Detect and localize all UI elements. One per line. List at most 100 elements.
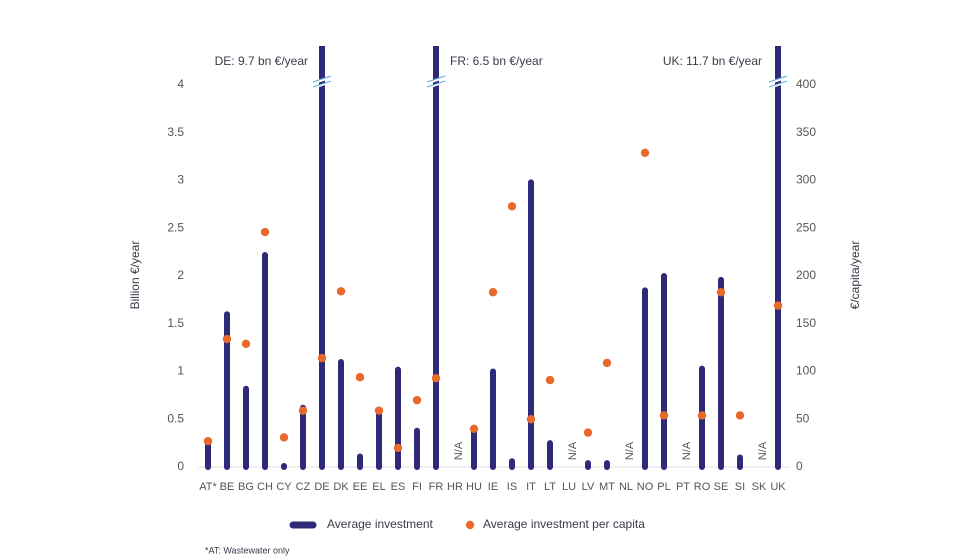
- axis-break: [312, 75, 332, 83]
- point: [355, 373, 365, 382]
- x-tick-label: LT: [544, 481, 556, 493]
- point: [222, 334, 232, 344]
- point: [203, 437, 213, 446]
- plot-area: [205, 46, 781, 470]
- y2-tick-label: 300: [796, 173, 816, 187]
- annotation: DE: 9.7 bn €/year: [215, 54, 308, 68]
- point: [412, 395, 422, 405]
- y2-tick-label: 350: [796, 125, 816, 139]
- na-label: N/A: [567, 441, 579, 460]
- na-label: N/A: [624, 441, 636, 460]
- y2-axis-title: €/capita/year: [848, 241, 862, 310]
- na-label: N/A: [681, 441, 693, 460]
- x-tick-label: IE: [488, 481, 498, 493]
- x-tick-label: FR: [429, 481, 444, 493]
- na-label: N/A: [453, 441, 465, 460]
- x-tick-label: HR: [447, 481, 463, 493]
- x-tick-label: RO: [694, 481, 711, 493]
- point: [393, 443, 403, 453]
- x-tick-label: BE: [220, 481, 235, 493]
- axis-break: [312, 81, 332, 89]
- x-tick-label: UK: [770, 481, 786, 493]
- x-tick-label: EL: [372, 481, 385, 493]
- x-tick-label: SK: [752, 481, 767, 493]
- y-tick-label: 1: [177, 364, 184, 378]
- point: [659, 411, 669, 420]
- point: [545, 375, 555, 385]
- point: [431, 373, 441, 383]
- axis-break: [426, 81, 446, 89]
- point: [507, 202, 517, 211]
- y2-tick-label: 0: [796, 459, 803, 473]
- point: [773, 301, 783, 310]
- y-axis-title: Billion €/year: [128, 241, 142, 310]
- x-tick-label: PT: [676, 481, 690, 493]
- point: [469, 424, 479, 433]
- legend-swatch: [465, 520, 475, 530]
- x-tick-label: BG: [238, 481, 254, 493]
- x-tick-label: EE: [353, 481, 368, 493]
- x-tick-label: CH: [257, 481, 273, 493]
- axis-break: [312, 80, 332, 88]
- y-tick-label: 3.5: [167, 125, 184, 139]
- y-tick-label: 0.5: [167, 411, 184, 425]
- axis-break: [768, 75, 788, 83]
- axis-break: [768, 80, 788, 88]
- point: [298, 406, 308, 415]
- x-tick-label: CY: [276, 481, 292, 493]
- x-tick-label: NL: [619, 481, 633, 493]
- axis-break: [312, 75, 332, 85]
- x-tick-label: MT: [599, 481, 615, 493]
- point: [640, 148, 650, 158]
- x-tick-label: DE: [314, 481, 329, 493]
- x-tick-label: LV: [582, 481, 595, 493]
- annotation: FR: 6.5 bn €/year: [450, 54, 543, 68]
- x-tick-label: LU: [562, 481, 576, 493]
- x-tick-label: DK: [333, 481, 349, 493]
- y2-tick-label: 150: [796, 316, 816, 330]
- axis-break: [768, 81, 788, 89]
- x-tick-label: AT*: [199, 481, 217, 493]
- x-tick-label: SI: [735, 481, 745, 493]
- x-tick-label: NO: [637, 481, 654, 493]
- point: [260, 227, 270, 237]
- x-tick-label: ES: [391, 481, 406, 493]
- x-tick-label: SE: [714, 481, 729, 493]
- y-tick-label: 1.5: [167, 316, 184, 330]
- y-tick-label: 2: [177, 268, 184, 282]
- point: [602, 358, 612, 368]
- point: [317, 353, 327, 363]
- y-tick-label: 3: [177, 173, 184, 187]
- x-tick-label: CZ: [296, 481, 311, 493]
- point: [279, 433, 289, 442]
- y2-tick-label: 200: [796, 268, 816, 282]
- y-tick-label: 4: [177, 77, 184, 91]
- point: [735, 411, 745, 420]
- na-label: N/A: [757, 441, 769, 460]
- y2-tick-label: 400: [796, 77, 816, 91]
- y-tick-label: 0: [177, 459, 184, 473]
- x-tick-label: PL: [657, 481, 670, 493]
- point: [336, 287, 346, 296]
- y2-tick-label: 100: [796, 364, 816, 378]
- y-tick-label: 2.5: [167, 220, 184, 234]
- x-tick-label: FI: [412, 481, 422, 493]
- point: [583, 428, 593, 437]
- axis-break: [426, 75, 446, 85]
- axis-break: [426, 80, 446, 88]
- point: [374, 406, 384, 415]
- x-tick-label: IT: [526, 481, 536, 493]
- x-tick-label: HU: [466, 481, 482, 493]
- legend-label: Average investment per capita: [483, 517, 645, 531]
- point: [526, 415, 536, 424]
- annotation: UK: 11.7 bn €/year: [663, 54, 762, 68]
- point: [716, 288, 726, 297]
- point: [241, 339, 251, 349]
- footnote: *AT: Wastewater only: [205, 545, 290, 555]
- legend-label: Average investment: [327, 517, 434, 531]
- axis-break: [768, 75, 788, 85]
- y2-tick-label: 250: [796, 220, 816, 234]
- x-tick-label: IS: [507, 481, 517, 493]
- y2-tick-label: 50: [796, 411, 810, 425]
